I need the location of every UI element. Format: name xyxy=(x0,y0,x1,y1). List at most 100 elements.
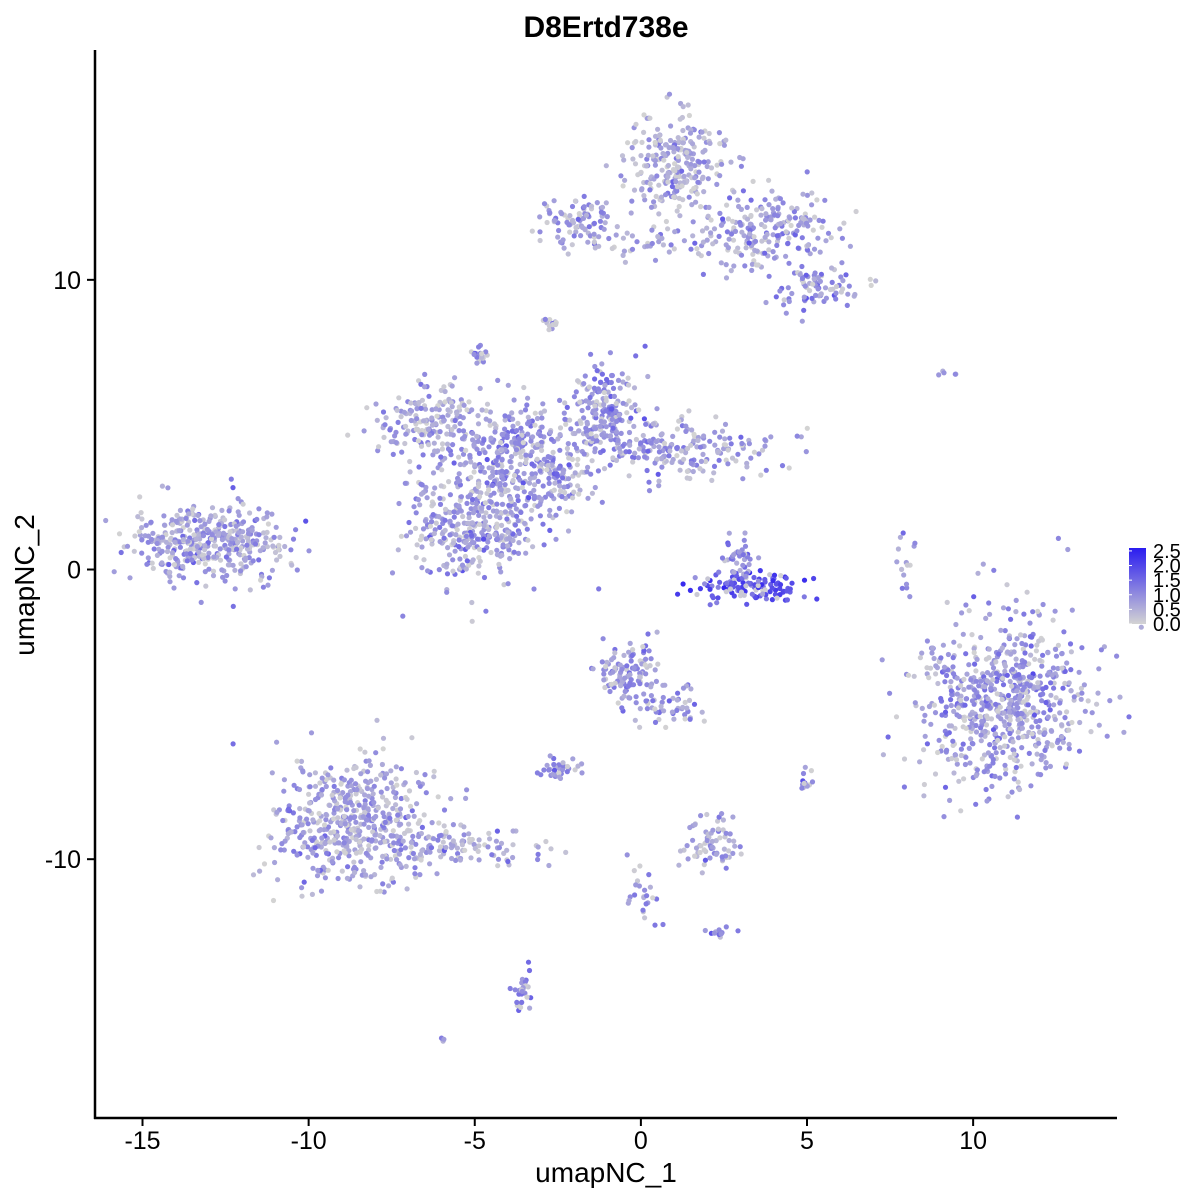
cell-point xyxy=(544,219,550,226)
cell-point xyxy=(948,679,954,685)
cell-point xyxy=(504,433,510,439)
cell-point xyxy=(622,675,628,681)
cell-point xyxy=(993,750,999,756)
cell-point xyxy=(387,815,393,821)
cell-point xyxy=(786,298,792,305)
cell-point xyxy=(599,371,606,377)
cell-point xyxy=(652,139,658,145)
x-axis-ticks: -15 -10 -5 0 5 10 xyxy=(124,1118,987,1155)
cell-point xyxy=(778,573,784,579)
cell-point xyxy=(169,550,176,556)
cell-point xyxy=(139,550,145,556)
cell-point xyxy=(436,567,442,573)
cell-point xyxy=(476,450,482,456)
cell-point xyxy=(987,763,993,769)
cell-point xyxy=(740,562,746,568)
cell-point xyxy=(1002,628,1008,634)
cell-point xyxy=(1059,722,1065,728)
cell-point xyxy=(594,368,600,374)
cell-point xyxy=(626,429,633,436)
cell-point xyxy=(579,224,586,231)
cell-point xyxy=(570,756,576,762)
cell-point xyxy=(995,708,1001,714)
cell-point xyxy=(185,538,191,544)
cell-point xyxy=(476,837,482,843)
cell-point xyxy=(448,796,454,802)
data-points xyxy=(103,91,1144,1044)
cell-point xyxy=(373,750,379,756)
cell-point xyxy=(539,447,545,453)
cell-point xyxy=(942,784,949,790)
cell-point xyxy=(665,170,671,176)
cell-point xyxy=(964,671,970,677)
cell-point xyxy=(1064,709,1070,715)
cell-point xyxy=(659,431,665,437)
cell-point xyxy=(1014,636,1020,642)
cell-point xyxy=(726,236,732,242)
cell-point xyxy=(604,376,610,383)
cell-point xyxy=(839,260,845,266)
cell-point xyxy=(792,215,799,221)
cell-point xyxy=(198,599,204,606)
cell-point xyxy=(335,840,341,846)
cell-point xyxy=(476,344,482,350)
cell-point xyxy=(471,351,477,357)
cell-point xyxy=(803,220,810,226)
cell-point xyxy=(774,242,780,248)
cell-point xyxy=(595,468,602,474)
cell-point xyxy=(731,189,737,195)
cell-point xyxy=(341,813,347,820)
cell-point xyxy=(419,482,425,488)
cell-point xyxy=(642,454,648,460)
cell-point xyxy=(381,889,387,895)
cell-point xyxy=(139,537,145,543)
cell-point xyxy=(588,203,595,209)
cell-point xyxy=(736,203,742,210)
cell-point xyxy=(948,697,954,703)
cell-point xyxy=(611,393,618,399)
cell-point xyxy=(737,844,743,850)
cell-point xyxy=(808,768,815,774)
cell-point xyxy=(975,570,981,576)
cell-point xyxy=(731,552,737,558)
cell-point xyxy=(549,462,555,468)
cell-point xyxy=(801,294,807,300)
cell-point xyxy=(766,247,772,253)
cell-point xyxy=(169,522,176,528)
cell-point xyxy=(491,421,498,427)
cell-point xyxy=(652,922,658,928)
cell-point xyxy=(316,810,322,817)
cell-point xyxy=(613,457,620,463)
cell-point xyxy=(416,399,422,406)
cell-point xyxy=(353,850,359,856)
cell-point xyxy=(702,581,708,587)
cell-point xyxy=(661,708,667,714)
cell-point xyxy=(272,549,279,556)
cell-point xyxy=(941,370,947,376)
cell-point xyxy=(665,226,671,232)
cell-point xyxy=(613,408,619,414)
cell-point xyxy=(215,532,222,538)
cell-point xyxy=(723,275,730,281)
cell-point xyxy=(630,647,636,653)
cell-point xyxy=(984,713,990,719)
colorbar-tick-label: 0.0 xyxy=(1153,614,1181,636)
cell-point xyxy=(483,608,489,614)
cell-point xyxy=(294,567,300,573)
cell-point xyxy=(1037,729,1043,735)
cell-point xyxy=(763,211,769,217)
cell-point xyxy=(659,235,665,241)
cell-point xyxy=(744,464,750,470)
cell-point xyxy=(557,483,563,489)
cell-point xyxy=(560,760,566,766)
cell-point xyxy=(642,197,648,203)
cell-point xyxy=(268,835,274,841)
cell-point xyxy=(684,843,690,849)
cell-point xyxy=(725,461,731,467)
cell-point xyxy=(165,544,171,550)
cell-point xyxy=(444,571,451,577)
cell-point xyxy=(680,140,686,146)
cell-point xyxy=(369,837,375,843)
cell-point xyxy=(427,849,433,855)
cell-point xyxy=(1079,645,1085,651)
